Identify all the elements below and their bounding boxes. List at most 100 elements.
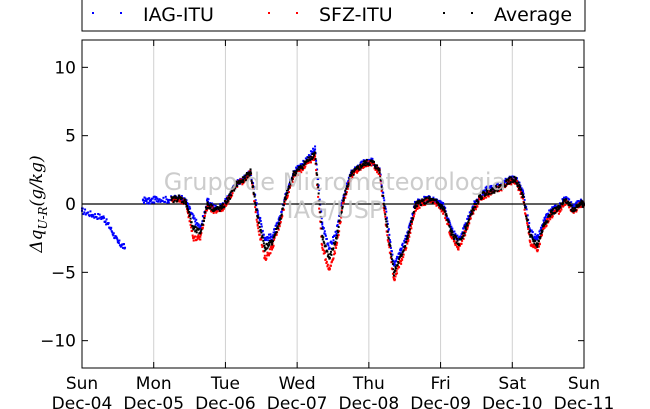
data-point — [268, 243, 271, 246]
data-point — [382, 202, 385, 205]
data-point — [192, 214, 195, 217]
data-point — [514, 176, 517, 179]
data-point — [469, 213, 472, 216]
data-point — [176, 198, 179, 201]
data-point — [318, 199, 321, 202]
data-point — [246, 174, 249, 177]
data-point — [148, 197, 151, 200]
data-point — [530, 243, 533, 246]
data-point — [412, 210, 415, 213]
data-point — [349, 177, 352, 180]
data-point — [183, 197, 186, 200]
data-point — [466, 226, 469, 229]
data-point — [287, 187, 290, 190]
data-point — [211, 202, 214, 205]
data-point — [223, 205, 226, 208]
data-point — [579, 201, 582, 204]
data-point — [216, 208, 219, 211]
data-point — [273, 235, 276, 238]
data-point — [465, 223, 468, 226]
data-point — [277, 218, 280, 221]
data-point — [144, 199, 147, 202]
data-point — [316, 183, 319, 186]
data-point — [289, 184, 292, 187]
data-point — [545, 220, 548, 223]
data-point — [409, 231, 412, 234]
data-point — [402, 256, 405, 259]
data-point — [495, 185, 498, 188]
data-point — [365, 160, 368, 163]
data-point — [561, 198, 564, 201]
data-point — [486, 193, 489, 196]
data-point — [275, 227, 278, 230]
data-point — [457, 236, 460, 239]
data-point — [439, 202, 442, 205]
data-point — [270, 239, 273, 242]
data-point — [330, 242, 333, 245]
data-point — [326, 263, 329, 266]
data-point — [407, 234, 410, 237]
data-point — [393, 269, 396, 272]
data-point — [458, 244, 461, 247]
data-point — [510, 180, 513, 183]
data-point — [317, 186, 320, 189]
data-point — [528, 222, 531, 225]
data-point — [285, 189, 288, 192]
data-point — [454, 235, 457, 238]
data-point — [406, 237, 409, 240]
data-point — [463, 225, 466, 228]
data-point — [487, 195, 490, 198]
data-point — [275, 224, 278, 227]
data-point — [559, 204, 562, 207]
data-point — [413, 207, 416, 210]
data-point — [225, 202, 228, 205]
data-point — [380, 185, 383, 188]
data-point — [389, 251, 392, 254]
data-point — [257, 230, 260, 233]
data-point — [226, 200, 229, 203]
data-point — [320, 210, 323, 213]
data-point — [236, 179, 239, 182]
data-point — [332, 247, 335, 250]
data-point — [408, 231, 411, 234]
data-point — [461, 237, 464, 240]
data-point — [543, 222, 546, 225]
data-point — [345, 187, 348, 190]
data-point — [286, 196, 289, 199]
data-point — [353, 170, 356, 173]
data-point — [503, 179, 506, 182]
data-point — [495, 188, 498, 191]
data-point — [497, 186, 500, 189]
data-point — [312, 157, 315, 160]
data-point — [517, 189, 520, 192]
data-point — [253, 193, 256, 196]
data-point — [454, 234, 457, 237]
data-point — [219, 206, 222, 209]
data-point — [435, 203, 438, 205]
data-point — [391, 263, 394, 266]
data-point — [345, 191, 348, 194]
data-point — [220, 210, 223, 213]
data-point — [391, 260, 394, 263]
data-point — [476, 202, 479, 205]
data-point — [464, 225, 467, 228]
data-point — [184, 198, 187, 201]
data-point — [243, 177, 246, 180]
data-point — [261, 234, 264, 237]
data-point — [196, 222, 199, 225]
data-point — [197, 228, 200, 231]
data-point — [190, 226, 193, 229]
data-point — [335, 242, 338, 245]
data-point — [267, 245, 270, 248]
data-point — [444, 210, 447, 213]
data-point — [237, 181, 240, 184]
data-point — [268, 252, 271, 255]
data-point — [560, 208, 563, 211]
data-point — [570, 201, 573, 204]
data-point — [481, 189, 484, 192]
data-point — [199, 235, 202, 238]
data-point — [267, 233, 270, 236]
y-axis-label-text: ΔqU-R(g/kg) — [27, 155, 50, 253]
data-point — [244, 174, 247, 177]
data-point — [469, 217, 472, 220]
